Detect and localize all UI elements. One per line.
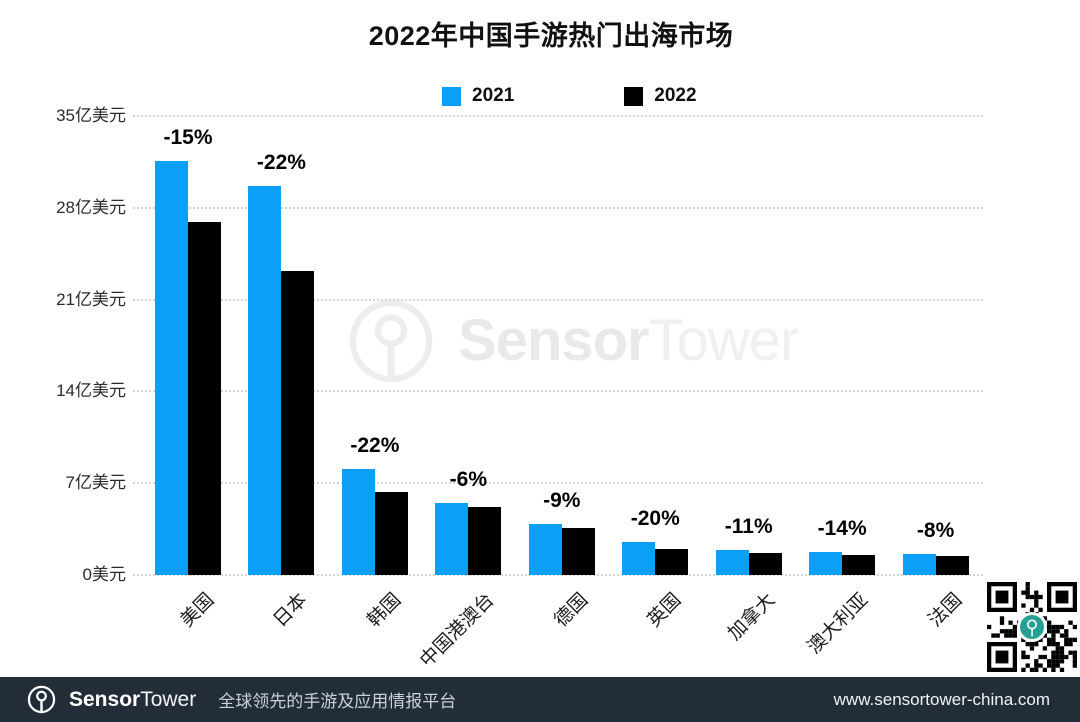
footer-brand-block: SensorTower 全球领先的手游及应用情报平台 [26, 684, 456, 715]
bar-2022-英国 [655, 548, 689, 575]
change-label-德国: -9% [543, 488, 581, 512]
legend-item-2022: 2022 [624, 85, 697, 107]
change-label-法国: -8% [916, 519, 955, 543]
bar-2021-日本 [248, 185, 282, 575]
bar-2021-澳大利亚 [809, 552, 843, 575]
gridline-21 [133, 298, 983, 301]
y-axis-label: 28亿美元 [56, 197, 126, 217]
legend-item-2021: 2021 [442, 85, 514, 107]
change-label-美国: -15% [163, 125, 213, 149]
watermark-text: SensorTower [458, 308, 799, 373]
footer-bar: SensorTower 全球领先的手游及应用情报平台 www.sensortow… [0, 677, 1080, 722]
chart-title: 2022年中国手游热门出海市场 [368, 21, 734, 51]
change-label-中国港澳台: -6% [449, 467, 488, 491]
bar-2021-韩国 [341, 468, 375, 575]
gridline-14 [133, 390, 983, 393]
bar-2022-德国 [561, 528, 595, 575]
footer-brand-name: SensorTower [69, 687, 197, 711]
bar-2021-中国港澳台 [435, 502, 469, 575]
bar-2022-韩国 [374, 492, 408, 575]
legend-label-2022: 2022 [654, 85, 697, 106]
bar-2021-英国 [622, 542, 656, 575]
gridline-28 [133, 206, 983, 209]
change-label-韩国: -22% [350, 433, 400, 457]
bar-2022-美国 [188, 222, 221, 575]
sensortower-logo-icon [349, 299, 433, 383]
y-axis-label: 7亿美元 [65, 473, 126, 493]
bar-2022-法国 [935, 555, 969, 575]
bar-2021-法国 [902, 554, 936, 575]
chart-legend: 2021 2022 [442, 85, 697, 107]
change-label-日本: -22% [256, 150, 306, 174]
y-axis-label: 14亿美元 [56, 381, 126, 401]
sensortower-logo-icon [27, 685, 56, 714]
y-axis-label: 35亿美元 [56, 106, 126, 125]
y-axis-label: 21亿美元 [56, 289, 126, 309]
legend-label-2021: 2021 [472, 85, 515, 106]
bar-2021-加拿大 [715, 550, 749, 575]
bar-2022-加拿大 [748, 552, 782, 575]
bar-2022-日本 [281, 270, 315, 575]
change-label-加拿大: -11% [724, 515, 773, 539]
qr-code [987, 582, 1077, 672]
bar-2021-德国 [528, 523, 562, 575]
footer-tagline: 全球领先的手游及应用情报平台 [218, 692, 457, 711]
gridline-0 [133, 574, 983, 576]
gridline-7 [133, 482, 983, 485]
legend-swatch-2022 [624, 86, 644, 106]
change-label-澳大利亚: -14% [817, 517, 867, 541]
change-label-英国: -20% [630, 507, 680, 531]
legend-swatch-2021 [442, 86, 461, 106]
bar-2021-美国 [155, 160, 188, 575]
sensortower-watermark: SensorTower [344, 294, 799, 388]
footer-url: www.sensortower-china.com [833, 689, 1050, 709]
gridline-35 [133, 115, 983, 117]
y-axis-label: 0美元 [82, 565, 126, 584]
bar-2022-澳大利亚 [842, 555, 876, 575]
bar-2022-中国港澳台 [468, 506, 502, 575]
